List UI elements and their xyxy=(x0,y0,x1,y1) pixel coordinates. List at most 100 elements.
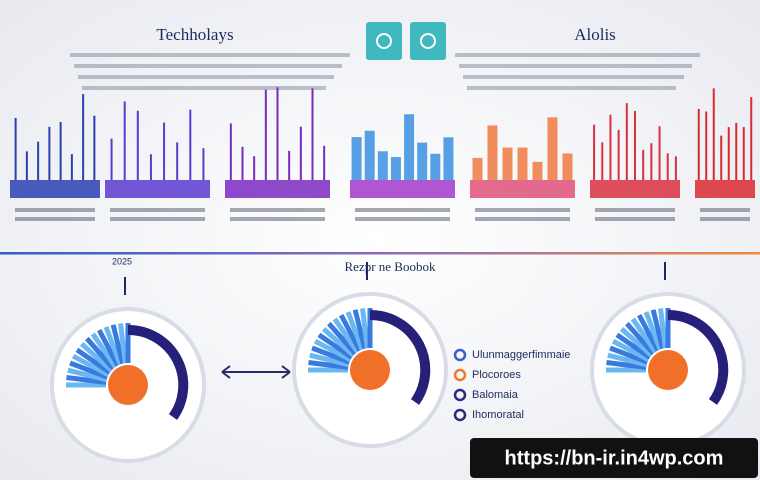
icon-glyph xyxy=(420,33,436,49)
legend-label: Ulunmaggerfimmaie xyxy=(472,349,570,361)
bar xyxy=(364,130,375,180)
bar xyxy=(547,117,558,180)
divider xyxy=(0,252,760,255)
gauge-ray xyxy=(327,321,358,356)
gauge-ray xyxy=(313,338,352,362)
gauge-ray xyxy=(90,332,118,369)
label-line xyxy=(700,217,750,221)
color-band xyxy=(10,180,100,198)
bar xyxy=(472,157,483,180)
section-title: Rezpr ne Boobok xyxy=(345,259,436,274)
color-band xyxy=(225,180,330,198)
label-line xyxy=(355,208,450,212)
text-line xyxy=(455,53,700,57)
gauge-ray xyxy=(69,360,109,380)
icon-tile xyxy=(410,22,446,60)
text-line xyxy=(459,64,692,68)
gauge-ray xyxy=(606,360,647,370)
bar xyxy=(404,114,415,180)
label-line xyxy=(15,208,95,212)
gauge-ray xyxy=(79,342,114,373)
gauge-arc xyxy=(369,309,431,405)
bar xyxy=(390,157,401,180)
color-band xyxy=(350,180,455,198)
color-band xyxy=(695,180,755,198)
bar xyxy=(502,147,513,180)
text-line xyxy=(70,53,350,57)
gauge-ray xyxy=(643,311,663,351)
text-line xyxy=(463,75,684,79)
legend-label: Ihomoratal xyxy=(472,409,524,421)
gauge-ray xyxy=(110,324,126,365)
label-line xyxy=(110,217,205,221)
gauge-ray xyxy=(607,352,648,368)
label-line xyxy=(595,217,675,221)
legend-label: Plocoroes xyxy=(472,369,521,381)
bar xyxy=(562,153,573,180)
text-line xyxy=(78,75,334,79)
gauge-ray xyxy=(609,345,649,365)
text-line xyxy=(74,64,342,68)
legend-dot xyxy=(453,388,467,402)
color-band xyxy=(590,180,680,198)
text-line xyxy=(467,86,676,90)
bar xyxy=(377,151,388,180)
bar xyxy=(417,142,428,180)
gauge-ray xyxy=(309,352,350,368)
gauge-center xyxy=(350,350,390,390)
right-title: Alolis xyxy=(574,25,616,44)
gauge-ray xyxy=(611,338,650,362)
gauge-ray xyxy=(636,313,660,352)
legend-dot xyxy=(453,408,467,422)
gauge-ray xyxy=(317,332,354,360)
gauge-ray xyxy=(630,317,658,354)
gauge-ray xyxy=(96,328,120,367)
label-line xyxy=(355,217,450,221)
gauge-ray xyxy=(615,332,652,360)
gauge-ray xyxy=(308,360,349,370)
bar xyxy=(443,137,454,180)
gauge-center xyxy=(648,350,688,390)
gauge-center xyxy=(108,365,148,405)
gauge-ray xyxy=(352,309,368,350)
gauge-ray xyxy=(650,309,666,350)
gauge-ray xyxy=(619,327,654,358)
legend-dot xyxy=(453,348,467,362)
double-arrow xyxy=(221,365,291,379)
bar xyxy=(351,137,362,180)
gauge-ray xyxy=(338,313,362,352)
gauge-ray xyxy=(67,367,108,383)
gauge-ray xyxy=(311,345,351,365)
label-line xyxy=(230,208,325,212)
gauge-ray xyxy=(625,321,656,356)
label-line xyxy=(15,217,95,221)
gauge-ray xyxy=(321,327,356,358)
legend-label: Balomaia xyxy=(472,389,519,401)
left-title: Techholays xyxy=(156,25,233,44)
gauge-ray xyxy=(103,326,123,366)
color-band xyxy=(470,180,575,198)
gauge-ray xyxy=(118,323,128,364)
bar xyxy=(487,125,498,180)
label-line xyxy=(230,217,325,221)
label-line xyxy=(475,217,570,221)
gauge-ray xyxy=(85,336,116,371)
label-line xyxy=(110,208,205,212)
label-line xyxy=(700,208,750,212)
icon-glyph xyxy=(376,33,392,49)
icon-tile xyxy=(366,22,402,60)
gauge-ray xyxy=(75,347,112,375)
color-band xyxy=(105,180,210,198)
gauge-ray xyxy=(360,308,370,349)
url-text: https://bn-ir.in4wp.com xyxy=(505,447,724,469)
year-label: 2025 xyxy=(112,256,132,266)
gauge-ray xyxy=(71,353,110,377)
bar xyxy=(430,153,441,180)
label-line xyxy=(475,208,570,212)
gauge-ray xyxy=(332,317,360,354)
label-line xyxy=(595,208,675,212)
text-line xyxy=(82,86,326,90)
gauge-ray xyxy=(345,311,365,351)
bar xyxy=(532,161,543,180)
